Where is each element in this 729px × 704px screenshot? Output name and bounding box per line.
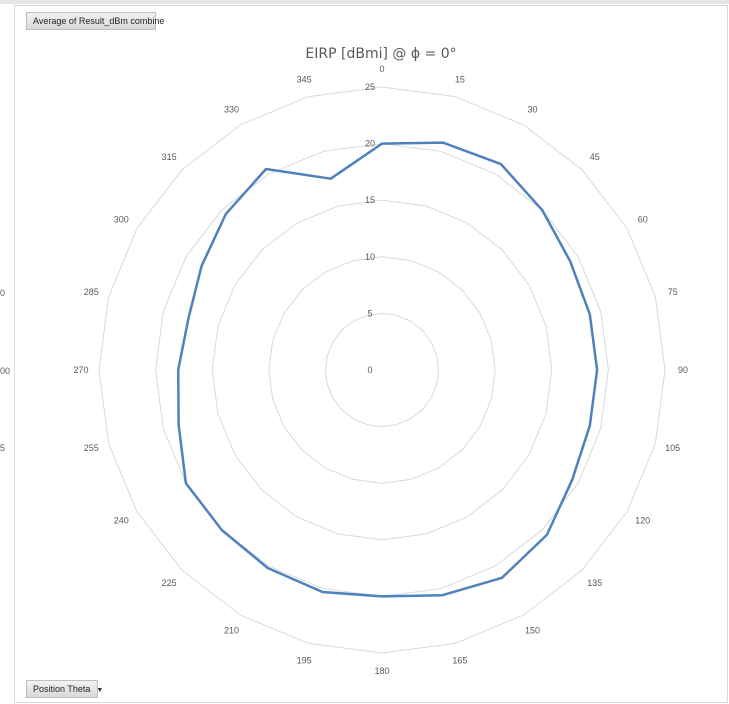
- angle-tick-label: 285: [84, 287, 99, 297]
- left-edge-label: 0: [0, 288, 6, 298]
- values-field-label: Average of Result_dBm combine: [33, 16, 165, 26]
- radial-tick-label: 25: [365, 82, 375, 92]
- angle-tick-label: 330: [224, 104, 239, 114]
- chart-title: EIRP [dBmi] @ ϕ = 0°: [305, 46, 456, 62]
- angle-labels: 0153045607590105120135150165180195210225…: [73, 64, 688, 676]
- radial-tick-label: 5: [367, 308, 372, 318]
- radar-series: [176, 141, 599, 598]
- angle-tick-label: 195: [297, 656, 312, 666]
- chart-area: [14, 5, 728, 703]
- grid-ring: [268, 256, 496, 484]
- angle-tick-label: 255: [84, 443, 99, 453]
- angle-tick-label: 30: [527, 104, 537, 114]
- radial-tick-label: 10: [365, 252, 375, 262]
- angle-tick-label: 345: [297, 74, 312, 84]
- angle-tick-label: 90: [678, 365, 688, 375]
- values-field-button[interactable]: Average of Result_dBm combine: [26, 12, 164, 30]
- angle-tick-label: 120: [635, 516, 650, 526]
- angle-tick-label: 60: [638, 215, 648, 225]
- top-border: [0, 0, 729, 4]
- radial-tick-label: 20: [365, 139, 375, 149]
- angle-tick-label: 210: [224, 626, 239, 636]
- angle-tick-label: 300: [114, 215, 129, 225]
- radial-tick-label: 15: [365, 195, 375, 205]
- angle-tick-label: 315: [162, 152, 177, 162]
- angle-tick-label: 225: [162, 578, 177, 588]
- axis-field-label: Position Theta: [33, 684, 91, 694]
- left-edge-label: 00: [0, 366, 11, 376]
- angle-tick-label: 75: [668, 287, 678, 297]
- axis-field-button[interactable]: Position Theta ▼: [26, 680, 103, 698]
- grid-ring: [324, 312, 440, 428]
- radial-labels: 0 5 10 15 20 25: [365, 82, 375, 375]
- angle-tick-label: 0: [379, 64, 384, 74]
- radar-grid: [98, 86, 666, 654]
- series-line: [176, 141, 599, 598]
- radial-tick-label: 0: [367, 365, 372, 375]
- left-edge-label: 5: [0, 443, 6, 453]
- angle-tick-label: 165: [452, 656, 467, 666]
- angle-tick-label: 45: [590, 152, 600, 162]
- grid-ring: [155, 143, 609, 597]
- grid-ring: [98, 86, 666, 654]
- angle-tick-label: 240: [114, 516, 129, 526]
- angle-tick-label: 105: [665, 443, 680, 453]
- grid-ring: [211, 199, 553, 541]
- dropdown-arrow-icon[interactable]: ▼: [96, 687, 104, 694]
- angle-tick-label: 135: [587, 578, 602, 588]
- angle-tick-label: 180: [374, 666, 389, 676]
- angle-tick-label: 270: [73, 365, 88, 375]
- angle-tick-label: 15: [455, 74, 465, 84]
- angle-tick-label: 150: [525, 626, 540, 636]
